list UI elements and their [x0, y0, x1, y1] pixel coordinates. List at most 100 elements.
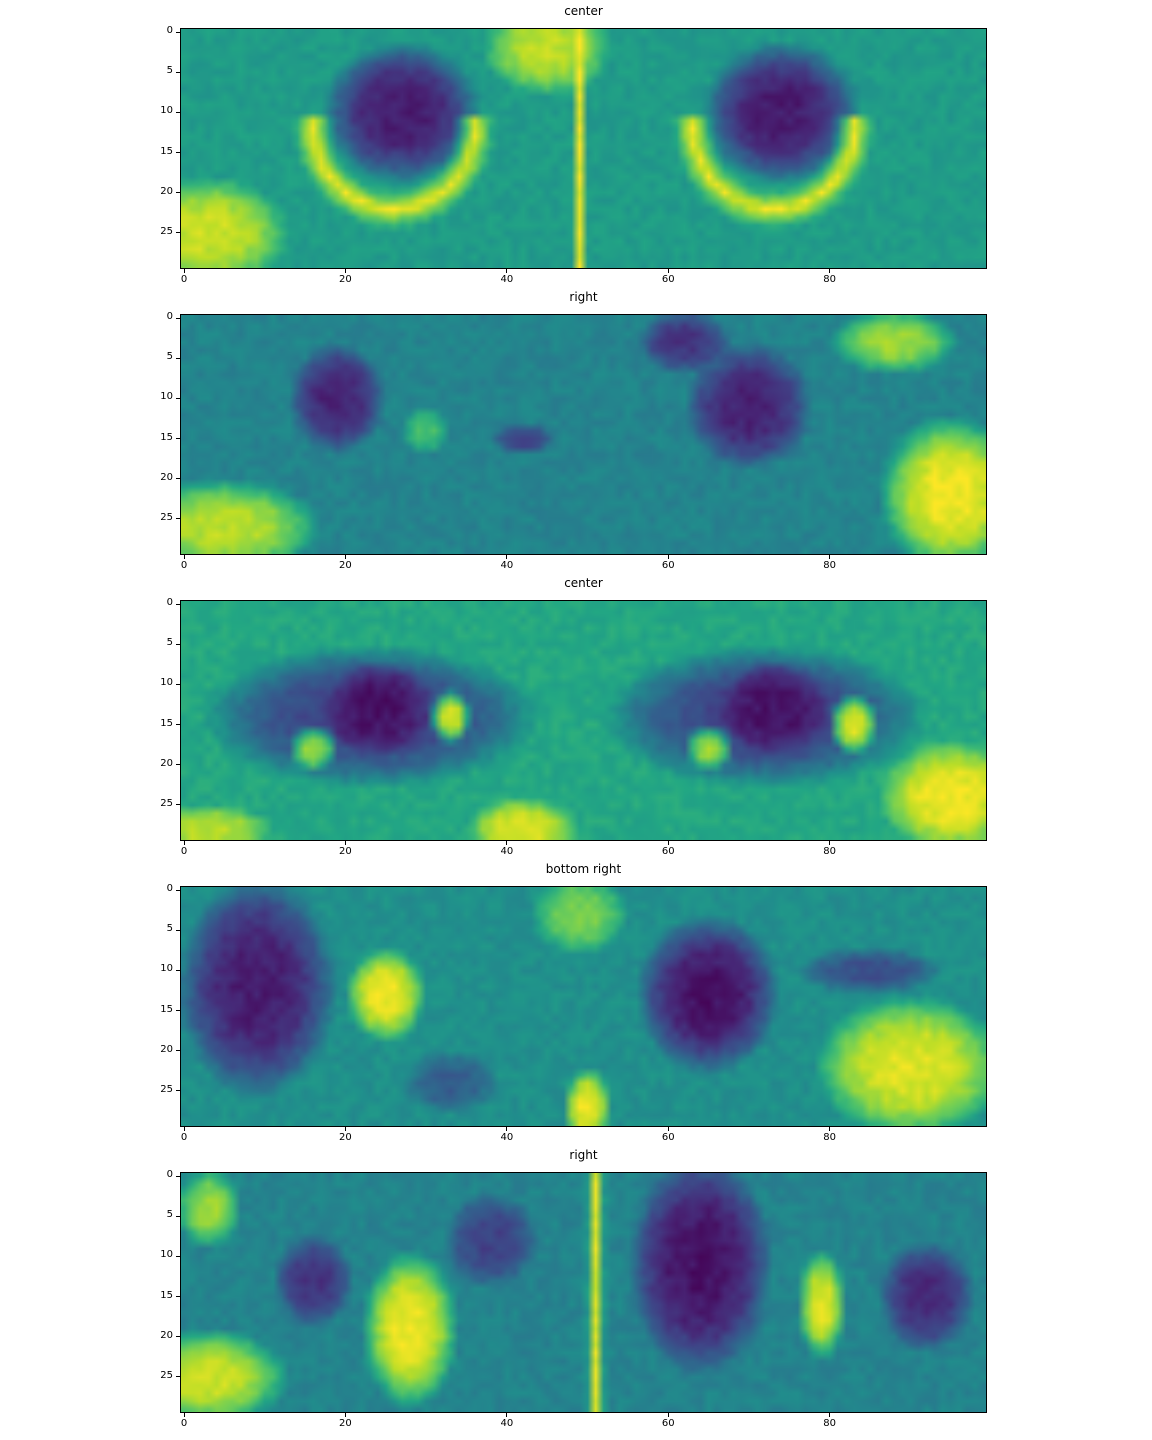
- x-tick-label: 80: [823, 560, 836, 571]
- subplot-title: center: [564, 576, 603, 590]
- x-tick-mark: [667, 1413, 669, 1417]
- x-tick-mark: [829, 269, 831, 273]
- y-tick-mark: [176, 603, 180, 605]
- y-tick-label: 15: [160, 431, 173, 443]
- y-tick-mark: [176, 1336, 180, 1338]
- x-tick-mark: [667, 1127, 669, 1131]
- y-tick-label: 25: [160, 1369, 173, 1381]
- y-tick-mark: [176, 929, 180, 931]
- y-tick-label: 5: [166, 65, 173, 77]
- y-tick-mark: [176, 232, 180, 234]
- x-tick-mark: [506, 1127, 508, 1131]
- x-tick-mark: [344, 269, 346, 273]
- x-tick-label: 0: [180, 274, 188, 285]
- y-tick-mark: [176, 1050, 180, 1052]
- x-tick-label: 80: [823, 1418, 836, 1429]
- y-tick-mark: [176, 397, 180, 399]
- y-tick-mark: [176, 152, 180, 154]
- subplot-title: right: [569, 290, 598, 304]
- x-tick-label: 80: [823, 846, 836, 857]
- heatmap-image: [180, 600, 987, 841]
- y-tick-label: 5: [166, 351, 173, 363]
- x-tick-label: 40: [500, 560, 514, 571]
- x-tick-mark: [667, 269, 669, 273]
- heatmap-image: [180, 886, 987, 1127]
- y-tick-label: 20: [160, 185, 173, 197]
- y-tick-label: 0: [166, 883, 173, 895]
- y-tick-label: 25: [160, 1083, 173, 1095]
- x-tick-mark: [183, 269, 185, 273]
- y-tick-mark: [176, 438, 180, 440]
- subplot-3: center 0 5 10 15 20 25 0 20 40 60 80: [0, 572, 1152, 858]
- y-tick-mark: [176, 192, 180, 194]
- x-tick-mark: [183, 841, 185, 845]
- y-tick-mark: [176, 764, 180, 766]
- y-tick-label: 15: [160, 1289, 173, 1301]
- x-tick-label: 0: [180, 1418, 188, 1429]
- x-tick-label: 40: [500, 1418, 514, 1429]
- y-tick-label: 15: [160, 717, 173, 729]
- y-tick-mark: [176, 1255, 180, 1257]
- y-tick-mark: [176, 889, 180, 891]
- x-tick-mark: [829, 841, 831, 845]
- y-tick-mark: [176, 111, 180, 113]
- x-tick-mark: [829, 1413, 831, 1417]
- x-tick-mark: [344, 555, 346, 559]
- subplot-2: right 0 5 10 15 20 25 0 20 40 60 80: [0, 286, 1152, 572]
- y-tick-label: 10: [160, 677, 173, 689]
- x-tick-mark: [667, 841, 669, 845]
- subplot-1: center 0 5 10 15 20 25 0 20 40 60 80: [0, 0, 1152, 286]
- y-tick-label: 5: [166, 1209, 173, 1221]
- x-tick-mark: [183, 1127, 185, 1131]
- y-tick-mark: [176, 317, 180, 319]
- y-tick-mark: [176, 1090, 180, 1092]
- y-tick-label: 20: [160, 1329, 173, 1341]
- y-tick-mark: [176, 478, 180, 480]
- y-tick-mark: [176, 518, 180, 520]
- y-tick-label: 10: [160, 391, 173, 403]
- x-tick-label: 40: [500, 274, 514, 285]
- y-tick-mark: [176, 31, 180, 33]
- subplot-5: right 0 5 10 15 20 25 0 20 40 60 80: [0, 1144, 1152, 1430]
- y-tick-mark: [176, 804, 180, 806]
- x-tick-label: 60: [661, 1418, 675, 1429]
- x-tick-mark: [183, 1413, 185, 1417]
- y-tick-label: 5: [166, 923, 173, 935]
- x-tick-label: 20: [339, 1132, 352, 1143]
- y-tick-mark: [176, 643, 180, 645]
- heatmap-image: [180, 314, 987, 555]
- x-tick-label: 40: [500, 846, 514, 857]
- x-tick-label: 0: [180, 1132, 188, 1143]
- y-tick-label: 15: [160, 1003, 173, 1015]
- y-tick-label: 25: [160, 511, 173, 523]
- y-tick-mark: [176, 724, 180, 726]
- y-tick-mark: [176, 71, 180, 73]
- y-tick-mark: [176, 1296, 180, 1298]
- x-tick-mark: [506, 841, 508, 845]
- y-tick-label: 0: [166, 311, 173, 323]
- y-tick-label: 20: [160, 1043, 173, 1055]
- x-tick-mark: [667, 555, 669, 559]
- y-tick-label: 15: [160, 145, 173, 157]
- subplot-title: right: [569, 1148, 598, 1162]
- y-tick-mark: [176, 357, 180, 359]
- x-tick-label: 40: [500, 1132, 514, 1143]
- y-tick-mark: [176, 1215, 180, 1217]
- heatmap-image: [180, 28, 987, 269]
- y-tick-label: 25: [160, 797, 173, 809]
- x-tick-mark: [506, 269, 508, 273]
- y-tick-label: 20: [160, 471, 173, 483]
- x-tick-label: 20: [339, 1418, 352, 1429]
- y-tick-label: 25: [160, 225, 173, 237]
- y-tick-label: 10: [160, 105, 173, 117]
- x-tick-mark: [344, 841, 346, 845]
- x-tick-label: 20: [339, 274, 352, 285]
- heatmap-image: [180, 1172, 987, 1413]
- x-tick-mark: [829, 1127, 831, 1131]
- subplot-title: center: [564, 4, 603, 18]
- y-tick-label: 0: [166, 1169, 173, 1181]
- y-tick-mark: [176, 683, 180, 685]
- x-tick-mark: [344, 1127, 346, 1131]
- x-tick-label: 80: [823, 274, 836, 285]
- y-tick-label: 20: [160, 757, 173, 769]
